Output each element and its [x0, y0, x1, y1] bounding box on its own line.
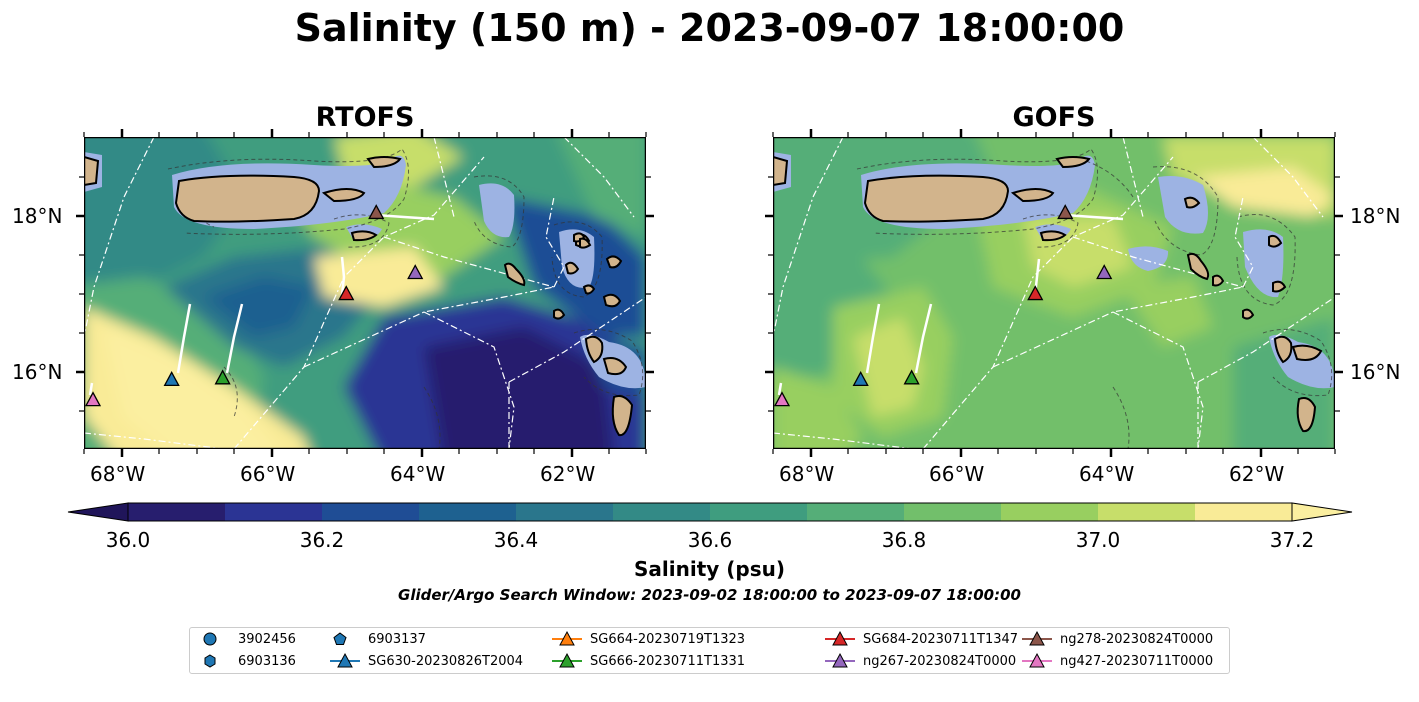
gofs-lon-label-64w: 64°W [1079, 462, 1135, 486]
glider-marker-ng427-20230711T0000[interactable] [773, 391, 791, 407]
colorbar-tick-label: 37.2 [1269, 528, 1315, 552]
legend: 3902456 6903136 6903137 SG630-20230826T2004… [189, 627, 1230, 674]
legend-item: SG666-20230711T1331 [552, 651, 745, 671]
colorbar-over-arrow [1291, 502, 1353, 522]
figure-title: Salinity (150 m) - 2023-09-07 18:00:00 [294, 6, 1125, 50]
glider-marker-SG684-20230711T1347[interactable] [1027, 285, 1044, 301]
glider-marker-ng278-20230824T0000[interactable] [368, 204, 385, 220]
rtofs-lon-label-66w: 66°W [240, 462, 296, 486]
legend-item: ng267-20230824T0000 [825, 651, 1016, 671]
glider-marker-SG666-20230711T1331[interactable] [903, 369, 920, 385]
colorbar-bin [419, 503, 517, 521]
glider-marker-ng267-20230824T0000[interactable] [407, 264, 424, 280]
legend-item-label: SG664-20230719T1323 [590, 631, 746, 647]
colorbar [67, 502, 1353, 522]
circle-icon [203, 632, 217, 646]
triangle-line-icon [330, 652, 360, 668]
pentagon-icon [333, 632, 347, 645]
colorbar-tick-label: 36.4 [493, 528, 539, 552]
gofs-map[interactable] [773, 137, 1335, 449]
colorbar-bin [1001, 503, 1099, 521]
legend-item-label: SG666-20230711T1331 [590, 653, 746, 669]
colorbar-tick-label: 37.0 [1075, 528, 1121, 552]
glider-marker-SG630-20230826T2004[interactable] [852, 370, 869, 387]
colorbar-bin [904, 503, 1002, 521]
rtofs-lat-label-16n: 16°N [12, 360, 63, 384]
legend-item: ng278-20230824T0000 [1022, 629, 1213, 649]
gofs-lat-label-16n: 16°N [1350, 360, 1401, 384]
glider-marker-ng427-20230711T0000[interactable] [84, 391, 102, 407]
colorbar-tick-label: 36.8 [881, 528, 927, 552]
colorbar-under-arrow [67, 502, 129, 522]
gofs-tick-marks [765, 129, 1343, 457]
panel-title-rtofs: RTOFS [315, 102, 415, 133]
glider-marker-SG666-20230711T1331[interactable] [214, 369, 231, 385]
colorbar-bin [128, 503, 226, 521]
triangle-line-icon [1022, 652, 1052, 668]
rtofs-glider-tracks [88, 213, 435, 396]
legend-item: 6903136 [200, 651, 296, 671]
rtofs-lat-label-18n: 18°N [12, 204, 63, 228]
legend-item: 6903137 [330, 629, 426, 649]
legend-item-label: ng278-20230824T0000 [1060, 631, 1214, 647]
legend-item-label: SG630-20230826T2004 [368, 653, 524, 669]
colorbar-bin [1195, 503, 1293, 521]
rtofs-salinity-field [84, 137, 646, 449]
legend-item-label: 3902456 [238, 631, 296, 647]
legend-item-label: 6903136 [238, 653, 296, 669]
legend-item-label: ng427-20230711T0000 [1060, 653, 1214, 669]
gofs-lon-label-68w: 68°W [779, 462, 835, 486]
glider-marker-ng267-20230824T0000[interactable] [1096, 264, 1113, 280]
colorbar-tick-label: 36.2 [299, 528, 345, 552]
colorbar-bin [613, 503, 711, 521]
colorbar-bin [516, 503, 614, 521]
rtofs-lon-label-62w: 62°W [540, 462, 596, 486]
gofs-eez-boundaries [773, 137, 1335, 449]
legend-item: SG664-20230719T1323 [552, 629, 745, 649]
glider-marker-SG684-20230711T1347[interactable] [338, 285, 355, 301]
rtofs-land [84, 155, 634, 437]
triangle-line-icon [825, 652, 855, 668]
search-window-note: Glider/Argo Search Window: 2023-09-02 18… [398, 586, 1021, 604]
colorbar-tick-label: 36.6 [687, 528, 733, 552]
legend-item: SG684-20230711T1347 [825, 629, 1018, 649]
triangle-line-icon [552, 630, 582, 646]
glider-marker-SG630-20230826T2004[interactable] [163, 370, 180, 387]
rtofs-lon-label-64w: 64°W [390, 462, 446, 486]
legend-item: SG630-20230826T2004 [330, 651, 523, 671]
rtofs-lon-label-68w: 68°W [90, 462, 146, 486]
legend-item: 3902456 [200, 629, 296, 649]
gofs-glider-markers [773, 204, 1113, 407]
colorbar-bin [322, 503, 420, 521]
glider-marker-ng278-20230824T0000[interactable] [1057, 204, 1074, 220]
gofs-lat-label-18n: 18°N [1350, 204, 1401, 228]
rtofs-map[interactable] [84, 137, 646, 449]
rtofs-glider-markers [84, 204, 424, 407]
panel-title-gofs: GOFS [1012, 102, 1096, 133]
legend-item-label: 6903137 [368, 631, 426, 647]
colorbar-bin [1098, 503, 1196, 521]
triangle-line-icon [1022, 630, 1052, 646]
triangle-line-icon [552, 652, 582, 668]
gofs-glider-tracks [777, 213, 1124, 396]
colorbar-bin [710, 503, 808, 521]
legend-item: ng427-20230711T0000 [1022, 651, 1213, 671]
rtofs-tick-marks [76, 129, 654, 457]
hexagon-icon [204, 654, 216, 668]
colorbar-bin [225, 503, 323, 521]
legend-item-label: ng267-20230824T0000 [863, 653, 1017, 669]
triangle-line-icon [825, 630, 855, 646]
colorbar-tick-label: 36.0 [105, 528, 151, 552]
gofs-lon-label-62w: 62°W [1229, 462, 1285, 486]
gofs-land [773, 155, 1323, 433]
gofs-lon-label-66w: 66°W [929, 462, 985, 486]
rtofs-eez-boundaries [84, 137, 646, 449]
colorbar-label: Salinity (psu) [633, 557, 785, 581]
colorbar-bin [807, 503, 905, 521]
legend-item-label: SG684-20230711T1347 [863, 631, 1019, 647]
